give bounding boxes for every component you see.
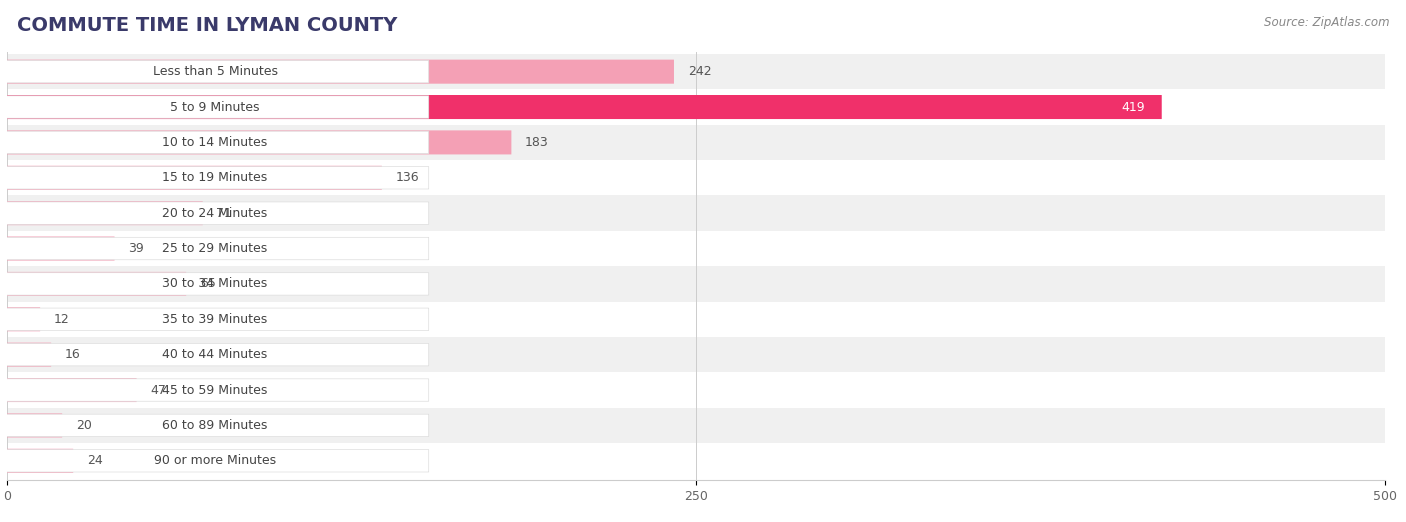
FancyBboxPatch shape	[1, 308, 429, 330]
FancyBboxPatch shape	[7, 95, 1161, 119]
FancyBboxPatch shape	[7, 166, 382, 190]
FancyBboxPatch shape	[7, 307, 41, 331]
Text: 60 to 89 Minutes: 60 to 89 Minutes	[163, 419, 267, 432]
Text: 5 to 9 Minutes: 5 to 9 Minutes	[170, 101, 260, 113]
Text: 12: 12	[53, 313, 70, 326]
FancyBboxPatch shape	[7, 201, 202, 225]
FancyBboxPatch shape	[1, 343, 429, 366]
FancyBboxPatch shape	[1, 379, 429, 401]
FancyBboxPatch shape	[0, 372, 1406, 408]
FancyBboxPatch shape	[7, 413, 62, 437]
Text: Less than 5 Minutes: Less than 5 Minutes	[153, 65, 277, 78]
Text: 16: 16	[65, 348, 80, 361]
FancyBboxPatch shape	[7, 272, 186, 296]
Text: 47: 47	[150, 384, 166, 397]
Text: 40 to 44 Minutes: 40 to 44 Minutes	[163, 348, 267, 361]
FancyBboxPatch shape	[7, 342, 51, 366]
FancyBboxPatch shape	[1, 131, 429, 153]
FancyBboxPatch shape	[7, 60, 673, 84]
Text: 15 to 19 Minutes: 15 to 19 Minutes	[163, 171, 267, 184]
FancyBboxPatch shape	[1, 272, 429, 295]
FancyBboxPatch shape	[0, 266, 1406, 302]
FancyBboxPatch shape	[1, 167, 429, 189]
FancyBboxPatch shape	[7, 449, 73, 473]
Text: 10 to 14 Minutes: 10 to 14 Minutes	[163, 136, 267, 149]
FancyBboxPatch shape	[0, 160, 1406, 195]
Text: 20 to 24 Minutes: 20 to 24 Minutes	[163, 207, 267, 220]
FancyBboxPatch shape	[1, 414, 429, 436]
Text: 45 to 59 Minutes: 45 to 59 Minutes	[163, 384, 267, 397]
FancyBboxPatch shape	[1, 238, 429, 260]
Text: 419: 419	[1122, 101, 1144, 113]
Text: 90 or more Minutes: 90 or more Minutes	[155, 454, 276, 467]
Text: Source: ZipAtlas.com: Source: ZipAtlas.com	[1264, 16, 1389, 29]
Text: COMMUTE TIME IN LYMAN COUNTY: COMMUTE TIME IN LYMAN COUNTY	[17, 16, 398, 34]
FancyBboxPatch shape	[7, 236, 114, 260]
FancyBboxPatch shape	[0, 337, 1406, 372]
FancyBboxPatch shape	[0, 408, 1406, 443]
FancyBboxPatch shape	[0, 231, 1406, 266]
FancyBboxPatch shape	[1, 96, 429, 118]
Text: 71: 71	[217, 207, 232, 220]
Text: 242: 242	[688, 65, 711, 78]
Text: 24: 24	[87, 454, 103, 467]
FancyBboxPatch shape	[1, 449, 429, 472]
Text: 25 to 29 Minutes: 25 to 29 Minutes	[163, 242, 267, 255]
FancyBboxPatch shape	[0, 302, 1406, 337]
Text: 30 to 34 Minutes: 30 to 34 Minutes	[163, 277, 267, 290]
Text: 35 to 39 Minutes: 35 to 39 Minutes	[163, 313, 267, 326]
Text: 20: 20	[76, 419, 91, 432]
FancyBboxPatch shape	[0, 443, 1406, 479]
FancyBboxPatch shape	[0, 195, 1406, 231]
FancyBboxPatch shape	[1, 202, 429, 224]
FancyBboxPatch shape	[1, 61, 429, 83]
FancyBboxPatch shape	[7, 378, 136, 402]
Text: 183: 183	[524, 136, 548, 149]
FancyBboxPatch shape	[7, 130, 512, 155]
FancyBboxPatch shape	[0, 54, 1406, 89]
FancyBboxPatch shape	[0, 125, 1406, 160]
Text: 39: 39	[128, 242, 143, 255]
FancyBboxPatch shape	[0, 89, 1406, 125]
Text: 65: 65	[200, 277, 215, 290]
Text: 136: 136	[395, 171, 419, 184]
